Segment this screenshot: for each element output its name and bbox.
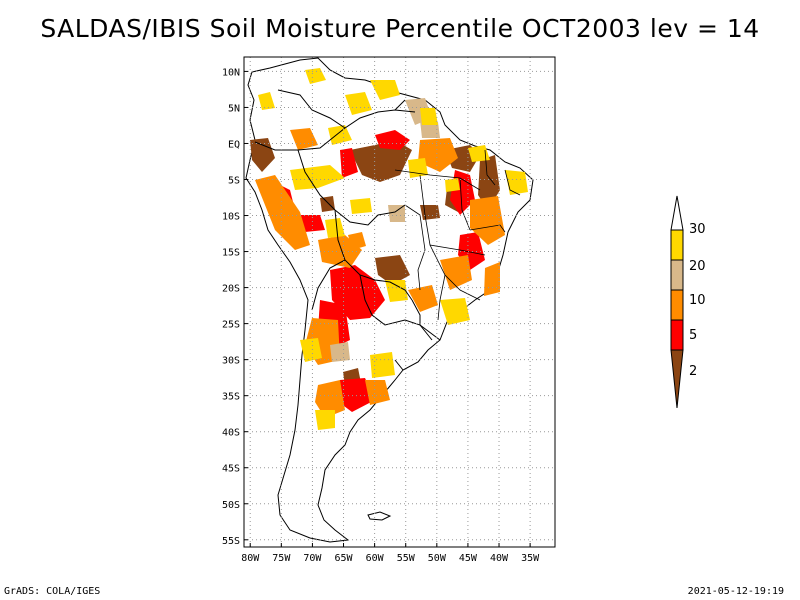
state-borders	[394, 149, 521, 321]
falkland-islands	[367, 511, 392, 521]
map-gridlines	[244, 57, 555, 547]
colorbar-label-2: 2	[689, 364, 698, 379]
colorbar-label-5: 5	[689, 328, 698, 343]
lat-label: 40S	[222, 428, 240, 439]
lon-label: 75W	[272, 553, 291, 564]
lat-label: 30S	[222, 356, 240, 367]
colorbar-swatch-30	[670, 229, 684, 261]
latitude-labels: 10N 5N EQ 5S 10S 15S 20S 25S 30S 35S 40S 45S 50S 55S	[222, 67, 240, 546]
colorbar-bottom-arrow	[670, 349, 684, 409]
colorbar-top-arrow	[670, 195, 684, 231]
lat-label: 35S	[222, 392, 240, 403]
lat-label: 15S	[222, 248, 240, 259]
lat-label: 20S	[222, 284, 240, 295]
colorbar-label-20: 20	[689, 259, 706, 274]
percentile-30-areas	[258, 68, 528, 430]
longitude-labels: 80W 75W 70W 65W 60W 55W 50W 45W 40W 35W	[241, 553, 540, 564]
lat-label: 5S	[228, 176, 240, 187]
lon-label: 45W	[459, 553, 478, 564]
map-title: SALDAS/IBIS Soil Moisture Percentile OCT…	[40, 14, 760, 43]
lon-label: 40W	[490, 553, 509, 564]
footer-timestamp: 2021-05-12-19:19	[687, 586, 784, 597]
south-america-landmass	[245, 57, 534, 543]
country-borders	[254, 89, 441, 371]
colorbar-label-30: 30	[689, 222, 706, 237]
lat-label: EQ	[228, 139, 240, 150]
map-border	[243, 56, 556, 548]
lat-label: 55S	[222, 536, 240, 547]
lat-label: 45S	[222, 464, 240, 475]
lon-label: 50W	[428, 553, 447, 564]
lat-label: 10S	[222, 212, 240, 223]
lat-label: 50S	[222, 500, 240, 511]
map-data-layer	[245, 57, 534, 543]
lat-label: 10N	[222, 67, 240, 78]
colorbar-swatch-10	[670, 289, 684, 321]
footer-credit: GrADS: COLA/IGES	[4, 586, 101, 597]
lon-label: 65W	[334, 553, 353, 564]
colorbar-swatch-20	[670, 259, 684, 291]
lon-label: 60W	[366, 553, 385, 564]
colorbar	[670, 195, 684, 409]
lon-label: 70W	[303, 553, 322, 564]
lat-label: 25S	[222, 320, 240, 331]
colorbar-label-10: 10	[689, 293, 706, 308]
lat-label: 5N	[228, 103, 240, 114]
lon-label: 35W	[521, 553, 540, 564]
lon-label: 80W	[241, 553, 260, 564]
colorbar-swatch-5	[670, 319, 684, 351]
lon-label: 55W	[397, 553, 416, 564]
